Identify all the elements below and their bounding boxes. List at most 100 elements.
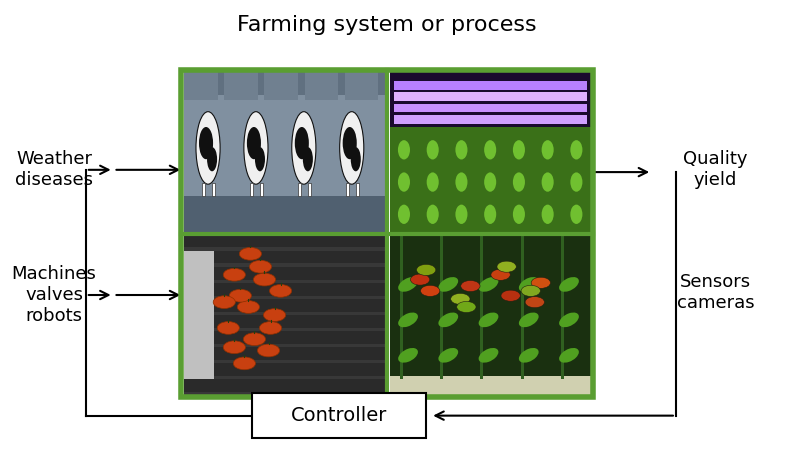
Ellipse shape <box>542 140 554 159</box>
Bar <box>252 393 426 438</box>
Bar <box>250 183 253 196</box>
Ellipse shape <box>303 147 313 171</box>
Ellipse shape <box>207 147 217 171</box>
Ellipse shape <box>559 312 579 327</box>
Bar <box>260 183 263 196</box>
Ellipse shape <box>519 277 538 292</box>
Ellipse shape <box>478 312 498 327</box>
Ellipse shape <box>292 112 316 184</box>
Circle shape <box>461 280 480 292</box>
Ellipse shape <box>196 112 220 184</box>
Bar <box>184 296 385 299</box>
Circle shape <box>417 264 436 275</box>
Ellipse shape <box>438 277 458 292</box>
Ellipse shape <box>247 127 261 159</box>
Circle shape <box>525 297 545 308</box>
Bar <box>184 196 385 232</box>
Text: Farming system or process: Farming system or process <box>237 15 537 35</box>
Ellipse shape <box>559 277 579 292</box>
Ellipse shape <box>559 348 579 363</box>
Circle shape <box>450 294 470 305</box>
Bar <box>394 81 587 90</box>
Ellipse shape <box>570 140 582 159</box>
Bar <box>184 71 218 99</box>
Ellipse shape <box>478 277 498 292</box>
Bar <box>345 71 378 99</box>
Bar <box>184 263 385 267</box>
Text: Sensors
cameras: Sensors cameras <box>677 273 754 312</box>
Bar <box>181 70 593 398</box>
Circle shape <box>234 357 255 370</box>
Bar <box>298 183 301 196</box>
Ellipse shape <box>484 205 496 224</box>
Circle shape <box>501 290 520 301</box>
Bar <box>561 234 564 380</box>
Circle shape <box>243 333 266 346</box>
Bar <box>202 183 205 196</box>
Circle shape <box>223 341 246 354</box>
Text: Machines
valves
robots: Machines valves robots <box>12 265 97 325</box>
Ellipse shape <box>438 348 458 363</box>
Ellipse shape <box>455 140 467 159</box>
Ellipse shape <box>398 348 418 363</box>
Ellipse shape <box>484 172 496 192</box>
Bar <box>184 344 385 347</box>
Text: Controller: Controller <box>291 406 387 425</box>
Ellipse shape <box>255 147 265 171</box>
Bar <box>184 234 385 396</box>
Ellipse shape <box>426 205 438 224</box>
Bar <box>184 376 385 380</box>
Ellipse shape <box>478 348 498 363</box>
Bar <box>265 71 298 99</box>
Ellipse shape <box>244 112 268 184</box>
Ellipse shape <box>519 348 538 363</box>
Ellipse shape <box>455 172 467 192</box>
Ellipse shape <box>294 127 309 159</box>
Circle shape <box>263 309 286 322</box>
Circle shape <box>218 322 239 334</box>
Bar <box>390 234 591 396</box>
Ellipse shape <box>426 172 438 192</box>
Circle shape <box>410 274 430 285</box>
Bar <box>400 234 403 380</box>
Bar <box>305 71 338 99</box>
Bar <box>394 115 587 124</box>
Bar <box>212 183 215 196</box>
Circle shape <box>270 284 292 297</box>
Bar <box>184 360 385 363</box>
Ellipse shape <box>513 205 525 224</box>
Bar <box>308 183 311 196</box>
Circle shape <box>238 300 259 313</box>
Circle shape <box>250 260 271 273</box>
Bar <box>184 312 385 315</box>
Ellipse shape <box>398 140 410 159</box>
Ellipse shape <box>350 147 361 171</box>
Ellipse shape <box>513 140 525 159</box>
Ellipse shape <box>570 205 582 224</box>
Ellipse shape <box>484 140 496 159</box>
Ellipse shape <box>398 277 418 292</box>
Ellipse shape <box>519 312 538 327</box>
Circle shape <box>258 344 279 357</box>
Ellipse shape <box>455 205 467 224</box>
Circle shape <box>239 247 262 260</box>
Ellipse shape <box>513 172 525 192</box>
Circle shape <box>259 322 282 334</box>
Ellipse shape <box>340 112 364 184</box>
Text: Weather
diseases: Weather diseases <box>15 150 93 189</box>
Circle shape <box>497 261 516 272</box>
Bar <box>521 234 524 380</box>
Ellipse shape <box>342 127 357 159</box>
Bar <box>440 234 443 380</box>
Ellipse shape <box>398 205 410 224</box>
Ellipse shape <box>199 127 213 159</box>
Bar <box>224 71 258 99</box>
Ellipse shape <box>398 312 418 327</box>
Bar <box>346 183 349 196</box>
Bar <box>184 71 385 232</box>
Bar <box>390 127 591 232</box>
Circle shape <box>457 301 476 312</box>
Ellipse shape <box>398 172 410 192</box>
Bar <box>390 376 591 396</box>
Bar <box>184 393 385 396</box>
